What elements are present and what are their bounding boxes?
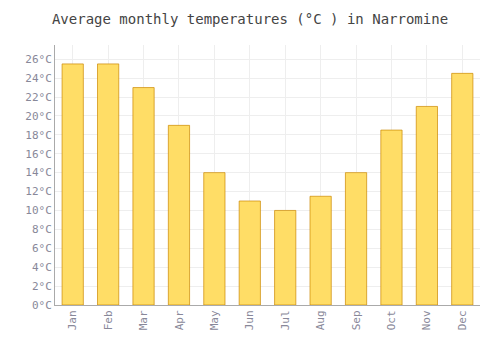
svg-text:26°C: 26°C — [25, 53, 52, 66]
svg-text:Average monthly temperatures (: Average monthly temperatures (°C ) in Na… — [52, 11, 448, 27]
svg-text:Sep: Sep — [350, 310, 363, 330]
svg-text:Jul: Jul — [279, 310, 292, 330]
svg-text:6°C: 6°C — [32, 242, 52, 255]
svg-text:8°C: 8°C — [32, 223, 52, 236]
svg-text:24°C: 24°C — [25, 72, 52, 85]
svg-text:Feb: Feb — [102, 310, 115, 330]
svg-text:Aug: Aug — [314, 310, 327, 330]
svg-text:4°C: 4°C — [32, 261, 52, 274]
svg-text:Jan: Jan — [66, 310, 79, 330]
svg-text:Jun: Jun — [243, 310, 256, 330]
svg-text:18°C: 18°C — [25, 129, 52, 142]
svg-text:10°C: 10°C — [25, 204, 52, 217]
svg-text:Oct: Oct — [385, 310, 398, 330]
svg-text:Apr: Apr — [173, 310, 186, 330]
svg-text:0°C: 0°C — [32, 299, 52, 312]
svg-text:14°C: 14°C — [25, 166, 52, 179]
svg-text:Mar: Mar — [137, 310, 150, 330]
svg-text:20°C: 20°C — [25, 110, 52, 123]
svg-text:22°C: 22°C — [25, 91, 52, 104]
svg-text:12°C: 12°C — [25, 185, 52, 198]
svg-text:Nov: Nov — [420, 310, 433, 330]
svg-text:2°C: 2°C — [32, 280, 52, 293]
svg-text:May: May — [208, 310, 221, 330]
svg-text:16°C: 16°C — [25, 148, 52, 161]
svg-text:Dec: Dec — [456, 310, 469, 330]
